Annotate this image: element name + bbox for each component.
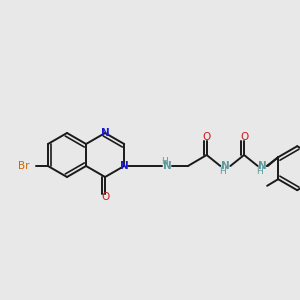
Text: O: O (101, 192, 109, 202)
Text: H: H (219, 167, 226, 176)
Text: N: N (221, 161, 230, 171)
Text: H: H (256, 167, 263, 176)
Text: Br: Br (18, 161, 29, 171)
Text: O: O (240, 132, 248, 142)
Text: N: N (120, 161, 128, 171)
Text: O: O (202, 132, 211, 142)
Text: N: N (258, 161, 267, 171)
Text: N: N (101, 128, 110, 138)
Text: H: H (161, 157, 167, 166)
Text: N: N (163, 161, 171, 171)
